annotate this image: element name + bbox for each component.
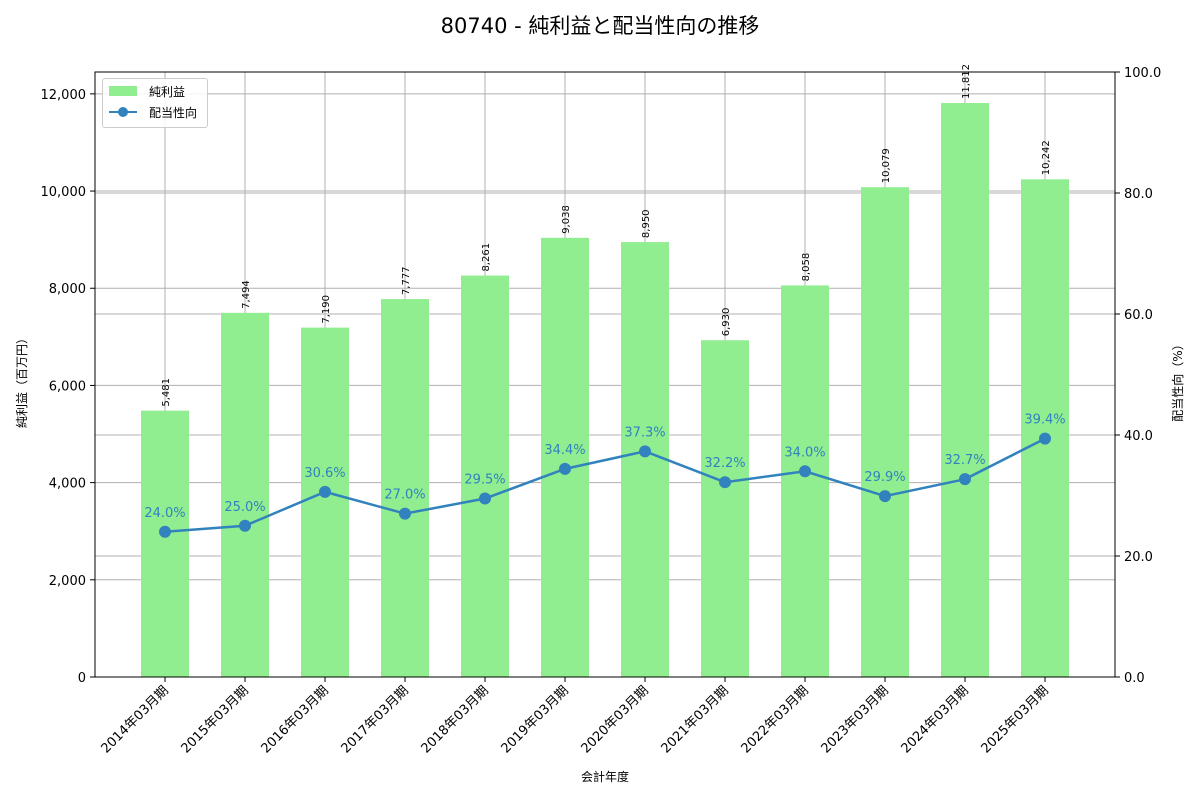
payout-ratio-label: 34.0%: [784, 445, 825, 460]
bar-value-label: 8,058: [801, 253, 812, 282]
y-right-tick-label: 20.0: [1124, 550, 1153, 565]
payout-ratio-marker: [799, 465, 811, 478]
x-tick-label: 2019年03月期: [499, 683, 572, 756]
y-right-tick-label: 0.0: [1124, 671, 1145, 686]
payout-ratio-label: 34.4%: [544, 443, 585, 458]
payout-ratio-marker: [159, 525, 171, 538]
payout-ratio-marker: [959, 473, 971, 486]
payout-ratio-label: 25.0%: [224, 500, 265, 515]
y-right-tick-label: 80.0: [1124, 187, 1153, 202]
y-tick-label: 10,000: [41, 185, 87, 200]
bar-net-income: [621, 242, 669, 677]
payout-ratio-label: 39.4%: [1024, 413, 1065, 428]
payout-ratio-label: 32.2%: [704, 456, 745, 471]
bar-value-label: 8,261: [481, 243, 492, 272]
legend-item-net-income: 純利益: [109, 82, 185, 100]
bar-net-income: [861, 187, 909, 677]
bar-value-label: 9,038: [561, 205, 572, 234]
bar-net-income: [701, 340, 749, 677]
bar-value-label: 7,494: [241, 280, 252, 309]
y-right-tick-label: 40.0: [1124, 429, 1153, 444]
x-tick-label: 2021年03月期: [659, 683, 732, 756]
x-tick-label: 2014年03月期: [99, 683, 172, 756]
bar-value-label: 5,481: [161, 378, 172, 407]
bar-value-label: 10,079: [881, 148, 892, 183]
y-tick-label: 6,000: [49, 379, 86, 394]
line-marker-swatch-icon: [109, 107, 137, 117]
y-right-axis-label: 配当性向（%）: [1170, 338, 1185, 421]
payout-ratio-line: [164, 437, 1046, 534]
bar-swatch-icon: [109, 86, 137, 96]
y-right-tick-label: 100.0: [1124, 66, 1161, 81]
x-tick-label: 2017年03月期: [339, 683, 412, 756]
bar-net-income: [461, 275, 509, 677]
y-tick-label: 8,000: [49, 282, 86, 297]
payout-ratio-label: 24.0%: [144, 506, 185, 521]
payout-ratio-marker: [1039, 432, 1051, 445]
bar-net-income: [541, 237, 589, 677]
bar-net-income: [221, 312, 269, 677]
bar-net-income: [141, 410, 189, 677]
y-tick-label: 0: [78, 671, 86, 686]
legend-label-payout-ratio: 配当性向: [149, 105, 198, 120]
payout-ratio-marker: [719, 476, 731, 489]
plot-frame: [94, 71, 1116, 678]
bar-value-label: 6,930: [721, 308, 732, 337]
bar-net-income: [1021, 179, 1069, 677]
y-tick-label: 12,000: [41, 88, 87, 103]
bar-value-label: 7,190: [321, 295, 332, 324]
bar-value-label: 11,812: [961, 64, 972, 99]
legend: 純利益 配当性向: [102, 78, 208, 128]
payout-ratio-marker: [559, 462, 571, 475]
x-tick-label: 2020年03月期: [579, 683, 652, 756]
bar-value-label: 8,950: [641, 209, 652, 238]
payout-ratio-marker: [239, 519, 251, 532]
x-tick-label: 2015年03月期: [179, 683, 252, 756]
x-tick-label: 2023年03月期: [819, 683, 892, 756]
payout-ratio-label: 29.5%: [464, 473, 505, 488]
payout-ratio-marker: [479, 492, 491, 505]
payout-ratio-label: 27.0%: [384, 488, 425, 503]
x-tick-label: 2018年03月期: [419, 683, 492, 756]
x-tick-label: 2016年03月期: [259, 683, 332, 756]
bar-value-label: 7,777: [401, 266, 412, 295]
payout-ratio-marker: [319, 485, 331, 498]
y-right-tick-label: 60.0: [1124, 308, 1153, 323]
y-tick-label: 4,000: [49, 477, 86, 492]
payout-ratio-label: 29.9%: [864, 470, 905, 485]
bar-value-label: 10,242: [1041, 140, 1052, 175]
bar-net-income: [781, 285, 829, 677]
bar-net-income: [941, 103, 989, 677]
x-tick-label: 2024年03月期: [899, 683, 972, 756]
payout-ratio-label: 30.6%: [304, 466, 345, 481]
y-axis-label: 純利益（百万円）: [15, 332, 29, 428]
x-tick-label: 2025年03月期: [979, 683, 1052, 756]
legend-label-net-income: 純利益: [149, 84, 186, 99]
payout-ratio-label: 32.7%: [944, 453, 985, 468]
y-tick-label: 2,000: [49, 574, 86, 589]
bar-net-income: [381, 299, 429, 677]
x-axis-label: 会計年度: [581, 769, 629, 784]
payout-ratio-marker: [399, 507, 411, 520]
legend-item-payout-ratio: 配当性向: [109, 103, 197, 121]
payout-ratio-marker: [879, 490, 891, 503]
payout-ratio-marker: [639, 445, 651, 458]
x-tick-label: 2022年03月期: [739, 683, 812, 756]
chart-title: 80740 - 純利益と配当性向の推移: [440, 14, 760, 38]
bar-net-income: [301, 327, 349, 677]
payout-ratio-label: 37.3%: [624, 425, 665, 440]
